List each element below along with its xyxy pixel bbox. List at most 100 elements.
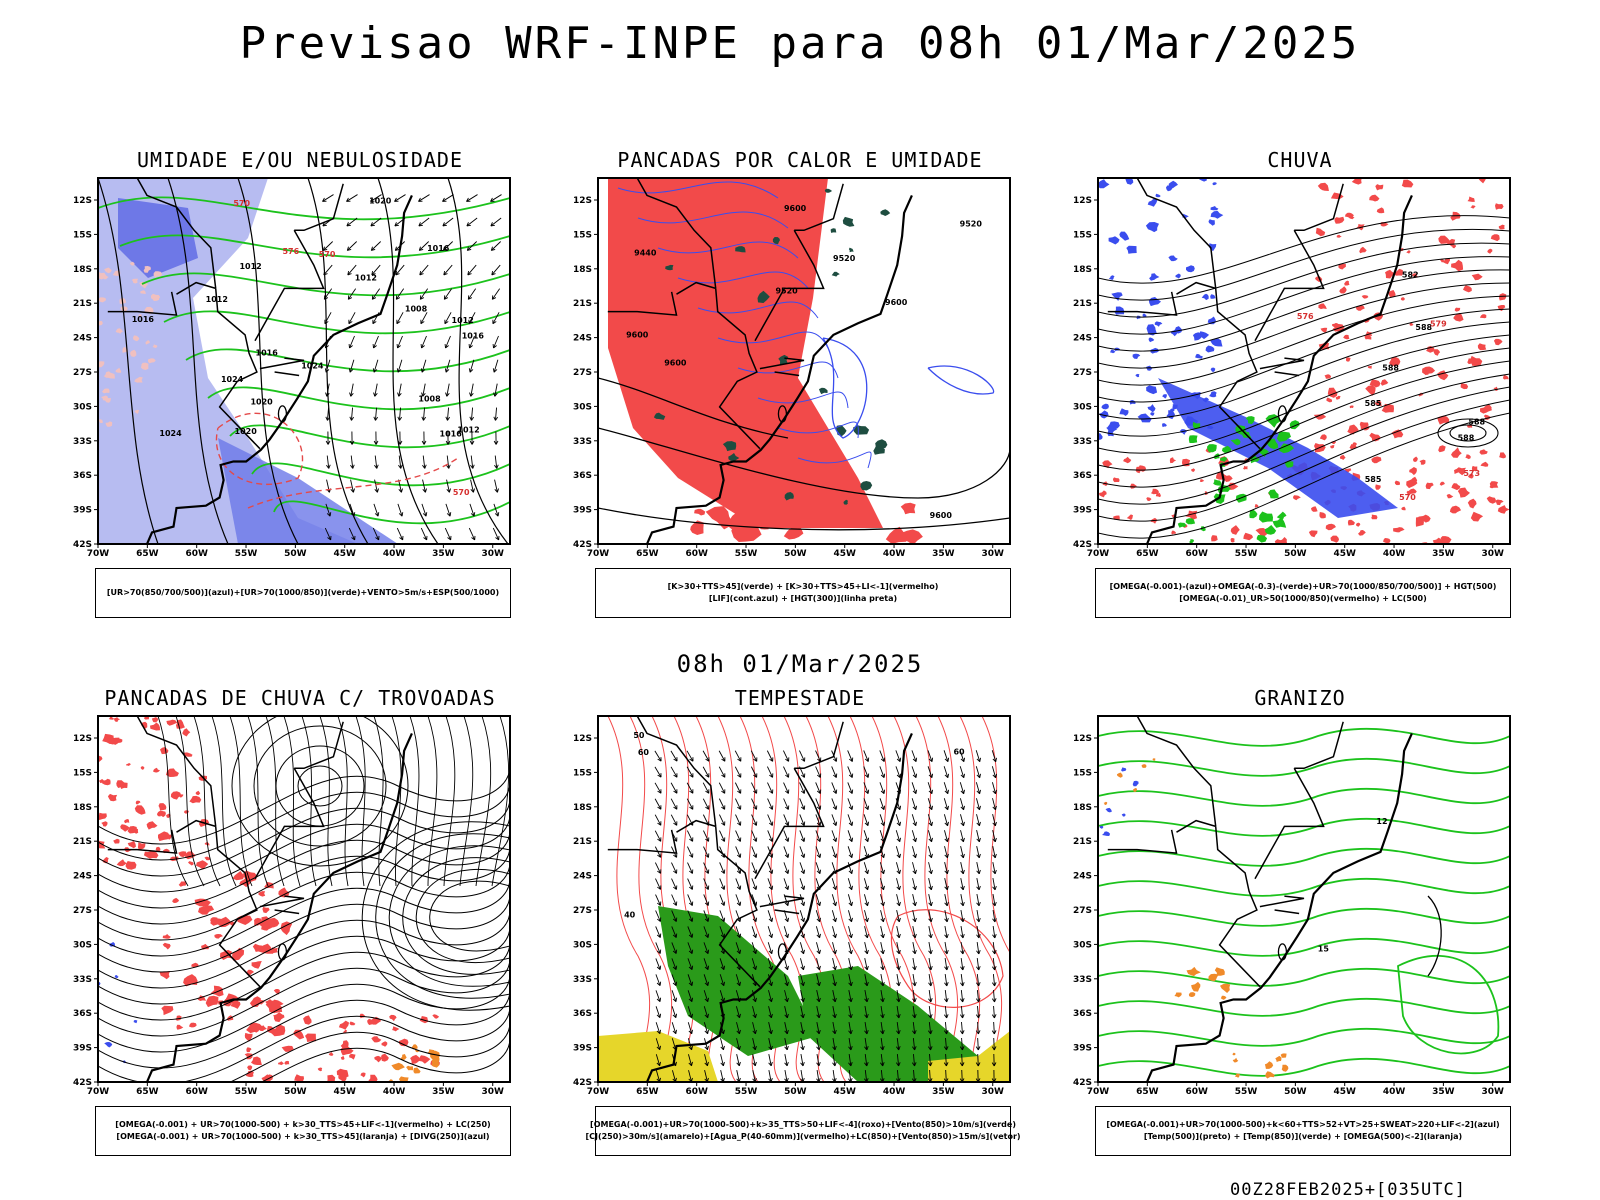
y-tick-label: 42S — [73, 1078, 92, 1088]
wind850-vector — [864, 926, 868, 938]
map-fields — [598, 716, 1010, 1082]
wind-arrow-head — [394, 222, 399, 227]
wind850-vector-head — [736, 981, 741, 987]
temp850-green-contour — [1098, 847, 1510, 867]
wind-arrow — [374, 455, 378, 469]
rain-red-south — [1371, 514, 1378, 520]
wind850-vector — [815, 846, 821, 858]
wind-arrow — [322, 194, 334, 202]
humidity-red-speckle — [139, 281, 149, 289]
panel-title: GRANIZO — [1254, 686, 1346, 710]
rain-red-speckle — [1467, 196, 1475, 202]
wind850-vector — [815, 894, 821, 906]
wind850-vector — [703, 830, 709, 842]
wind850-vector-head — [688, 1061, 693, 1067]
rain-green-speckle — [1177, 522, 1187, 528]
rain-red-speckle — [1406, 250, 1411, 254]
wind850-vector-head — [769, 789, 774, 794]
y-tick-label: 12S — [1073, 734, 1092, 744]
thunder-red-speckle — [217, 916, 232, 928]
coastline-border-4 — [1254, 229, 1325, 342]
wind850-vector-head — [816, 805, 822, 810]
map-frame — [597, 715, 1011, 1083]
wind850-vector-head — [912, 1014, 917, 1019]
wind850-vector-head — [991, 1030, 997, 1035]
map-layer — [98, 178, 510, 544]
rain-blue-speckle — [1170, 408, 1175, 412]
thunder-red-speckle — [102, 733, 115, 744]
wind850-vector — [783, 782, 789, 794]
thunder-orange-speckle — [413, 1067, 421, 1074]
wind850-vector-head — [960, 933, 965, 939]
wind-arrow-head — [421, 416, 427, 421]
streamline — [98, 893, 510, 973]
thunder-red-speckle — [127, 840, 136, 849]
wind850-vector-head — [832, 1045, 837, 1051]
rain-red-south — [1199, 479, 1205, 482]
wind850-vector — [751, 958, 757, 970]
wind850-vector — [960, 942, 964, 954]
hgt500-contour — [1098, 386, 1510, 505]
hail-orange-speckle — [1141, 764, 1147, 768]
rain-green-speckle — [1185, 518, 1196, 525]
humidity-red-speckle — [134, 409, 140, 414]
wind850-vector-head — [960, 837, 965, 843]
lif-blue-contour — [657, 241, 799, 259]
y-tick-label: 30S — [73, 940, 92, 950]
rain-blue-speckle — [1205, 345, 1215, 353]
wind850-vector — [654, 862, 662, 874]
thunder-red-speckle — [280, 921, 293, 936]
wind850-vector-head — [784, 805, 790, 810]
thunder-red-south — [338, 1020, 350, 1030]
rain-red-speckle — [1361, 295, 1369, 299]
rain-red-south — [1486, 496, 1496, 504]
rain-red-south — [1409, 467, 1417, 476]
wind850-vector-head — [880, 805, 886, 810]
thunder-red-speckle — [98, 755, 103, 762]
wind-arrow-head — [421, 440, 427, 445]
x-tick-label: 70W — [87, 1087, 110, 1097]
thunder-red-speckle — [175, 1015, 182, 1021]
wind850-vector — [863, 782, 869, 794]
thunder-red-speckle — [162, 934, 171, 939]
y-tick-label: 12S — [573, 734, 592, 744]
wind850-vector — [655, 1038, 661, 1050]
contour-label: 1008 — [418, 394, 441, 403]
wind850-vector-head — [688, 901, 694, 906]
wind-arrow-head — [471, 535, 476, 541]
wind850-vector — [848, 990, 852, 1002]
wind850-vector-head — [960, 901, 965, 907]
wind850-vector — [976, 846, 980, 858]
wind850-vector — [976, 926, 980, 938]
wind-arrow — [349, 359, 355, 373]
thunder-red-speckle — [271, 1024, 286, 1037]
hail-orange-speckle — [1235, 1073, 1241, 1078]
wind850-vector — [896, 1037, 900, 1051]
wind850-vector — [992, 925, 996, 939]
temp850-green-contour — [1098, 967, 1510, 987]
convection-green-area — [830, 228, 837, 233]
panel-title: TEMPESTADE — [734, 686, 866, 710]
thunder-red-speckle — [159, 971, 171, 980]
wind850-vector — [960, 878, 964, 890]
wind850-vector — [751, 862, 757, 874]
wind850-vector — [655, 1070, 661, 1082]
rain-red-speckle — [1470, 205, 1476, 209]
wind-arrow-head — [370, 222, 375, 227]
wind850-vector — [864, 1022, 868, 1034]
contour-label: 1016 — [132, 315, 155, 324]
rain-blue-speckle — [1108, 236, 1120, 245]
x-tick-label: 35W — [1432, 549, 1455, 559]
temp850-green-contour — [1098, 757, 1510, 777]
wind850-vector — [720, 1038, 724, 1050]
wind850-vector-head — [927, 1062, 933, 1067]
wind850-vector — [896, 878, 900, 890]
map-svg: 1012101210121016101610121020102010161016… — [73, 177, 511, 559]
y-tick-label: 39S — [73, 1044, 92, 1054]
wind850-vector — [832, 990, 836, 1002]
wind850-vector-head — [656, 917, 662, 922]
coastline-border-0 — [1214, 288, 1261, 450]
wind850-vector — [799, 942, 805, 954]
wind-arrow-head — [346, 222, 351, 227]
wind850-vector — [912, 958, 916, 970]
